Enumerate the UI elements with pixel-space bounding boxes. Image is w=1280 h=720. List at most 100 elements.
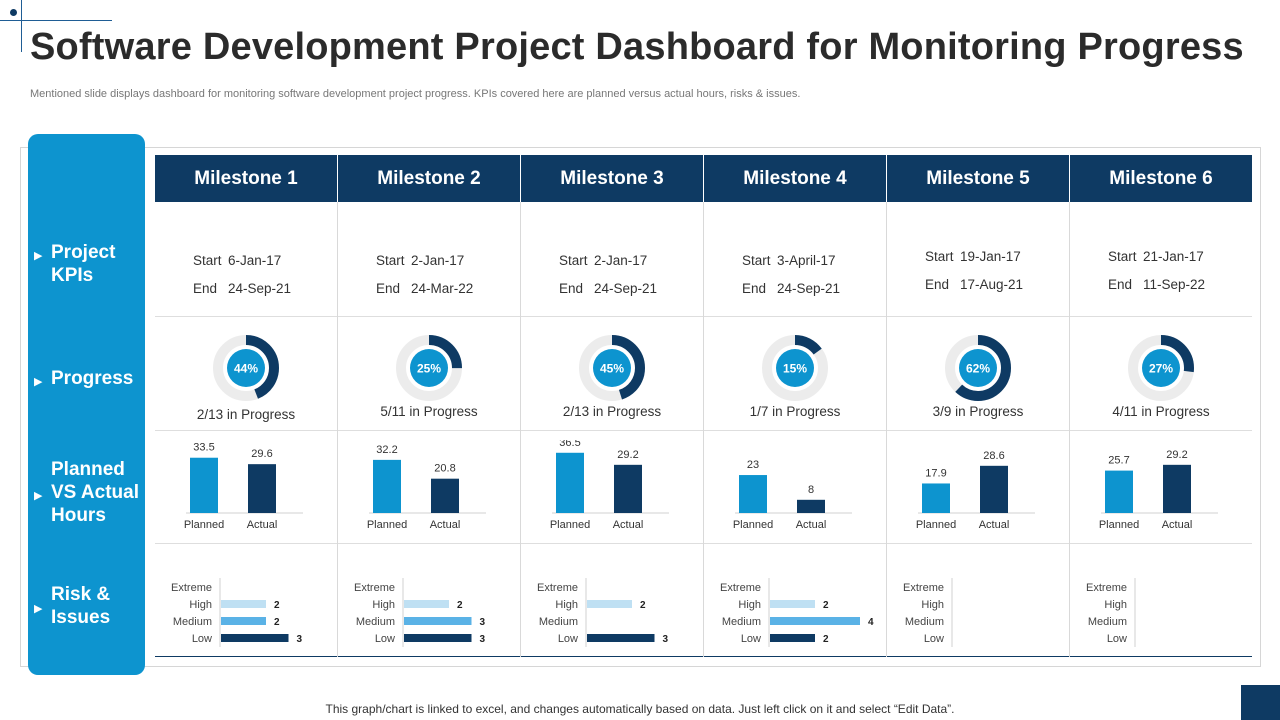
planned-hours-value: 36.5 xyxy=(559,440,580,449)
end-row: End 11-Sep-22 xyxy=(1108,271,1205,299)
row-label-line: KPIs xyxy=(51,265,94,286)
planned-hours-bar xyxy=(922,483,950,513)
actual-axis-label: Actual xyxy=(430,519,461,531)
planned-hours-bar xyxy=(1105,470,1133,513)
end-label: End xyxy=(742,281,767,296)
progress-text: 2/13 in Progress xyxy=(562,404,662,419)
end-row: End 24-Sep-21 xyxy=(559,275,657,303)
donut-center xyxy=(410,349,448,387)
hours-bar-chart: 33.5 Planned 29.6 Actual xyxy=(184,442,303,531)
risk-value: 2 xyxy=(823,634,829,645)
risk-bar xyxy=(770,617,860,625)
milestone-column: Milestone 5 Start 19-Jan-17 End 17-Aug-21 62%… xyxy=(887,155,1070,657)
milestone-column: Milestone 2 Start 2-Jan-17 End 24-Mar-22 25% 5… xyxy=(338,155,521,657)
actual-hours-bar xyxy=(431,478,459,513)
donut-center xyxy=(1142,349,1180,387)
donut-percent: 62% xyxy=(966,362,990,376)
actual-axis-label: Actual xyxy=(1162,519,1193,531)
progress-donut: 15% xyxy=(762,335,828,401)
risk-value: 2 xyxy=(274,617,280,628)
milestone-column: Milestone 4 Start 3-April-17 End 24-Sep-21 15… xyxy=(704,155,887,657)
planned-hours-bar xyxy=(190,457,218,513)
progress-text: 4/11 in Progress xyxy=(1112,404,1210,419)
planned-axis-label: Planned xyxy=(916,519,956,531)
milestone-dates: Start 6-Jan-17 End 24-Sep-21 xyxy=(193,247,291,303)
row-label-line: Progress xyxy=(51,368,134,389)
start-label: Start xyxy=(742,253,771,268)
risk-level-label: Low xyxy=(558,633,578,645)
risk-level-label: Low xyxy=(1107,633,1127,645)
end-label: End xyxy=(559,281,584,296)
risk-bar xyxy=(587,600,632,608)
planned-axis-label: Planned xyxy=(1099,519,1139,531)
donut-percent: 15% xyxy=(783,362,807,376)
column-separator xyxy=(337,202,338,657)
risk-level-label: Extreme xyxy=(720,582,761,594)
risk-level-label: Medium xyxy=(356,616,395,628)
risk-bar-chart: Extreme High Medium Low xyxy=(903,578,953,647)
milestone-dates: Start 2-Jan-17 End 24-Sep-21 xyxy=(559,247,657,303)
start-date: 19-Jan-17 xyxy=(960,249,1021,264)
start-row: Start 2-Jan-17 xyxy=(376,247,473,275)
actual-hours-value: 29.2 xyxy=(617,449,638,461)
milestone-dates: Start 19-Jan-17 End 17-Aug-21 xyxy=(925,243,1023,299)
risk-bar xyxy=(221,617,266,625)
hours-bar-chart: 32.2 Planned 20.8 Actual xyxy=(367,444,486,531)
risk-bar-chart: Extreme High Medium Low xyxy=(1086,578,1136,647)
end-label: End xyxy=(376,281,401,296)
start-row: Start 21-Jan-17 xyxy=(1108,243,1205,271)
risk-bar-chart: Extreme High 2 Medium Low 3 xyxy=(537,578,669,647)
start-label: Start xyxy=(559,253,588,268)
milestone-header: Milestone 5 xyxy=(887,155,1069,202)
actual-hours-bar xyxy=(980,465,1008,513)
start-row: Start 6-Jan-17 xyxy=(193,247,291,275)
end-date: 11-Sep-22 xyxy=(1143,277,1206,292)
hours-bar-chart: 25.7 Planned 29.2 Actual xyxy=(1099,449,1218,531)
risk-level-label: Extreme xyxy=(171,582,212,594)
actual-hours-bar xyxy=(248,464,276,513)
start-label: Start xyxy=(925,249,954,264)
hours-bar-chart: 23 Planned 8 Actual xyxy=(733,459,852,531)
progress-text: 2/13 in Progress xyxy=(196,407,296,422)
start-date: 2-Jan-17 xyxy=(411,253,465,268)
planned-axis-label: Planned xyxy=(184,519,224,531)
risk-bar xyxy=(587,634,655,642)
actual-hours-bar xyxy=(797,499,825,513)
milestone-header: Milestone 6 xyxy=(1070,155,1252,202)
risk-level-label: Medium xyxy=(539,616,578,628)
risk-value: 4 xyxy=(868,617,874,628)
risk-level-label: Extreme xyxy=(903,582,944,594)
arrow-icon: ▶ xyxy=(34,376,43,388)
risk-level-label: Medium xyxy=(173,616,212,628)
risk-bar-chart: Extreme High 2 Medium 3 Low 3 xyxy=(354,578,486,647)
row-label-line: VS Actual xyxy=(51,482,139,503)
end-date: 24-Sep-21 xyxy=(594,281,658,296)
actual-axis-label: Actual xyxy=(979,519,1010,531)
start-label: Start xyxy=(193,253,222,268)
start-date: 2-Jan-17 xyxy=(594,253,648,268)
progress-donut: 25% xyxy=(396,335,462,401)
progress-donut: 45% xyxy=(579,335,645,401)
actual-hours-value: 20.8 xyxy=(434,463,455,475)
milestone-dates: Start 2-Jan-17 End 24-Mar-22 xyxy=(376,247,473,303)
page-subtitle: Mentioned slide displays dashboard for m… xyxy=(30,88,801,100)
donut-progress-arc xyxy=(945,335,1011,401)
risk-level-label: Medium xyxy=(1088,616,1127,628)
risk-level-label: High xyxy=(372,599,395,611)
end-row: End 17-Aug-21 xyxy=(925,271,1023,299)
risk-value: 3 xyxy=(480,634,486,645)
start-date: 6-Jan-17 xyxy=(228,253,282,268)
hours-bar-chart: 36.5 Planned 29.2 Actual xyxy=(550,440,669,531)
progress-donut: 44% xyxy=(213,335,279,401)
donut-percent: 45% xyxy=(600,362,624,376)
donut-center xyxy=(959,349,997,387)
end-date: 17-Aug-21 xyxy=(960,277,1024,292)
milestone-dates: Start 21-Jan-17 End 11-Sep-22 xyxy=(1108,243,1205,299)
risk-bar xyxy=(770,600,815,608)
row-label-line: Planned xyxy=(51,459,125,480)
risk-bar xyxy=(404,600,449,608)
risk-bar xyxy=(770,634,815,642)
corner-horizontal-line xyxy=(0,20,112,21)
row-label-line: Risk & xyxy=(51,584,111,605)
row-label-line: Hours xyxy=(51,505,106,526)
